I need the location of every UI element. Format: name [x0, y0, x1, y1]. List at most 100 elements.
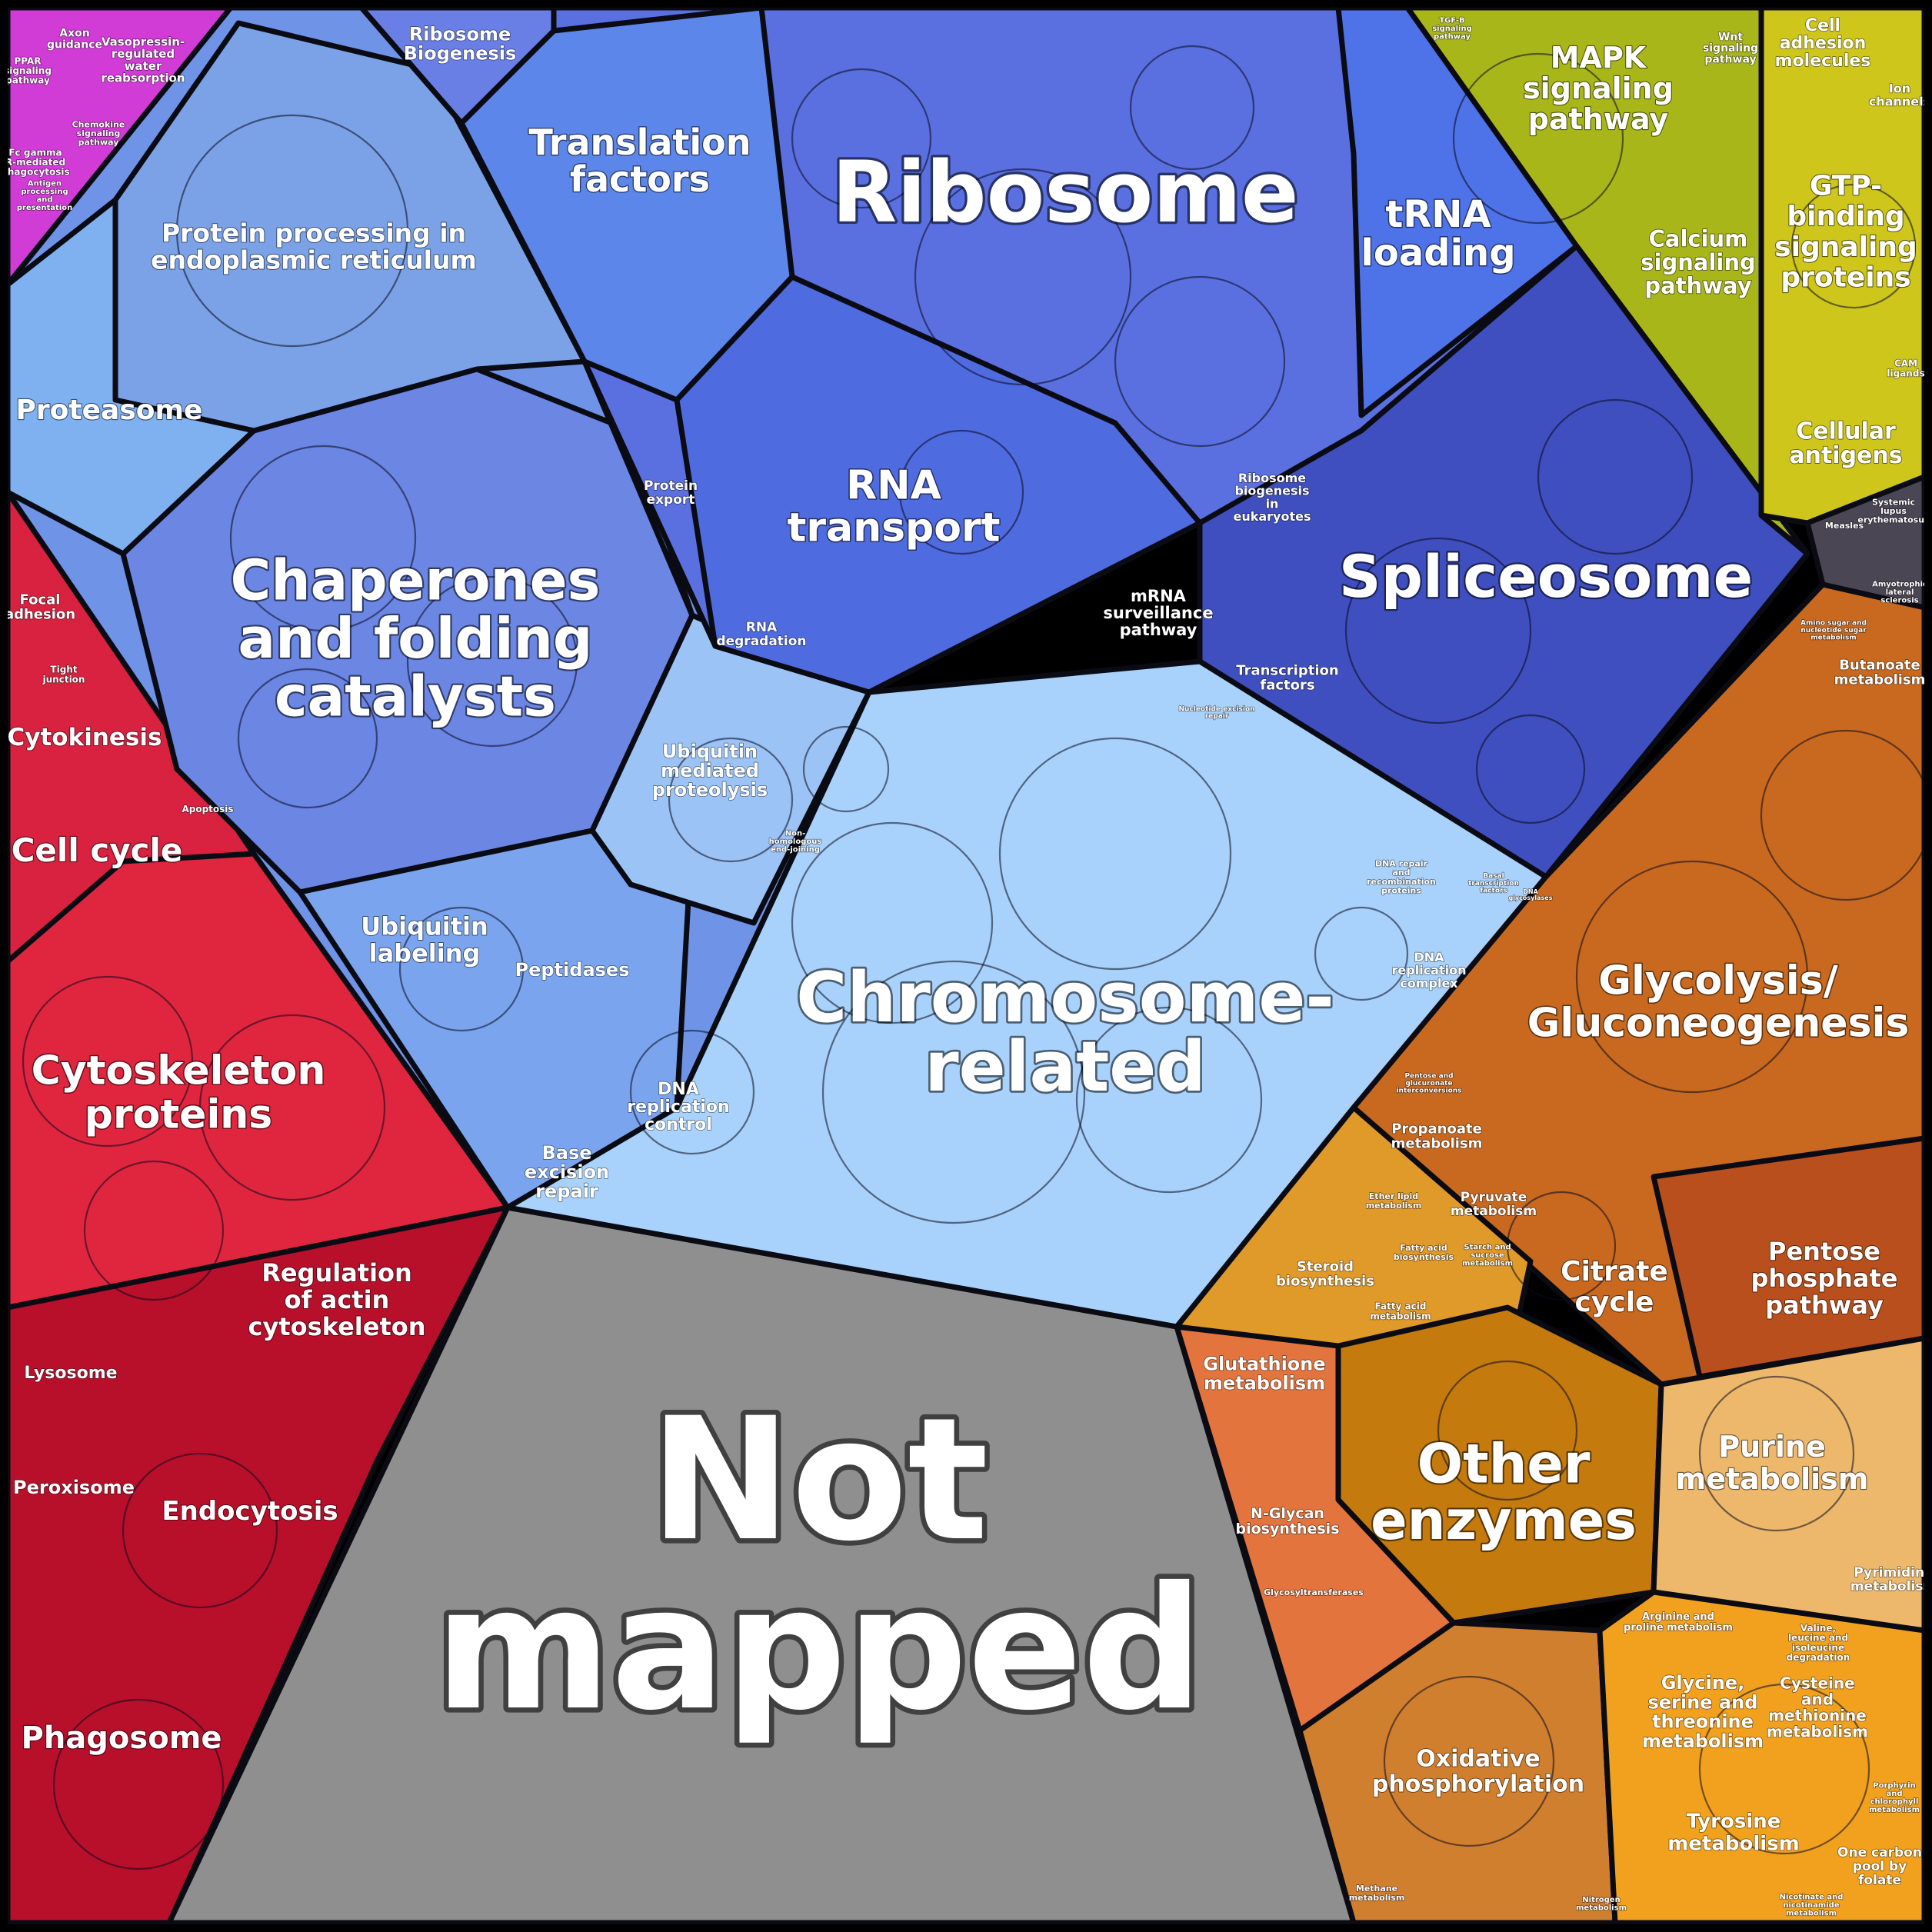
gtp-line-3: signaling	[1774, 232, 1917, 263]
glutathione-line-1: Glutathione	[1203, 1353, 1325, 1374]
label-fatty-acid-metabolism: Fatty acid metabolism	[1370, 1301, 1431, 1321]
als-line-2: lateral	[1886, 588, 1914, 597]
label-pyrimidine: Pyrimidine metabolism	[1850, 1565, 1932, 1594]
starch-line-1: Starch and	[1464, 1244, 1511, 1252]
label-nicotinate: Nicotinate and nicotinamide metabolism	[1780, 1894, 1844, 1918]
glycolysis-line-1: Glycolysis/	[1598, 958, 1837, 1004]
label-proteasome: Proteasome	[16, 395, 203, 426]
nhej-line-1: Non-	[785, 830, 806, 838]
gtp-line-4: proteins	[1780, 261, 1910, 293]
pentose-line-2: phosphate	[1751, 1264, 1898, 1293]
label-nitrogen: Nitrogen metabolism	[1576, 1896, 1627, 1913]
label-methane: Methane metabolism	[1349, 1884, 1405, 1903]
trna-line-1: tRNA	[1385, 193, 1491, 236]
label-vasopressin: Vasopressin-regulated water reabsorption	[101, 35, 185, 85]
phagosome-line-1: Phagosome	[22, 1720, 222, 1756]
nucleotide-excision-line-1: Nucleotide excision	[1178, 705, 1254, 713]
label-dna-glycosylases: DNA glycosylases	[1509, 888, 1553, 901]
pentose-glucuronate-line-1: Pentose and	[1404, 1072, 1453, 1080]
label-ether-lipid: Ether lipid metabolism	[1366, 1191, 1422, 1211]
butanoate-line-2: metabolism	[1834, 671, 1926, 688]
label-cam-ligands: CAM ligands	[1887, 358, 1924, 378]
cellular-antigens-line-1: Cellular	[1796, 418, 1896, 445]
label-pentose-glucuronate: Pentose and glucuronate interconversions	[1396, 1072, 1461, 1094]
cysteine-line-2: and	[1801, 1690, 1834, 1708]
sle-line-3: erythematosus	[1857, 515, 1930, 525]
cytokinesis-line-1: Cytokinesis	[8, 724, 162, 751]
rna-degradation-line-1: RNA	[746, 620, 778, 635]
mapk-line-1: MAPK	[1551, 41, 1647, 75]
label-valine: Valine, leucine and isoleucine degradation	[1787, 1623, 1850, 1663]
chromosome-line-2: related	[924, 1027, 1206, 1108]
peptidases-line-1: Peptidases	[515, 959, 630, 981]
dna-replication-control-line-1: DNA	[658, 1080, 699, 1099]
citrate-line-2: cycle	[1575, 1287, 1654, 1318]
label-als: Amyotrophic lateral sclerosis	[1872, 581, 1927, 605]
cytoskeleton-line-2: proteins	[85, 1092, 273, 1138]
amino-sugar-line-3: metabolism	[1810, 634, 1856, 641]
cysteine-line-4: metabolism	[1767, 1722, 1868, 1740]
als-line-3: sclerosis	[1880, 597, 1918, 605]
pentose-line-1: Pentose	[1768, 1237, 1880, 1266]
fatty-acid-bio-line-2: biosynthesis	[1394, 1252, 1454, 1262]
axon-line-2: guidance	[47, 38, 102, 51]
trna-line-2: loading	[1361, 232, 1515, 275]
dna-glycosylases-line-1: DNA	[1523, 888, 1538, 894]
fatty-acid-bio-line-1: Fatty acid	[1400, 1243, 1447, 1253]
glycosyltransferases-line-1: Glycosyltransferases	[1264, 1587, 1364, 1597]
mrna-surveillance-line-1: mRNA	[1131, 587, 1187, 605]
ribosome-biogenesis-euk-line-4: eukaryotes	[1233, 509, 1311, 524]
label-glutathione: Glutathione metabolism	[1203, 1353, 1325, 1394]
label-ubiquitin-labeling: Ubiquitin labeling	[361, 911, 488, 968]
wnt-line-3: pathway	[1704, 54, 1756, 66]
label-porphyrin: Porphyrin and chlorophyll metabolism	[1869, 1781, 1920, 1814]
label-transcription-factors: Transcription factors	[1236, 663, 1338, 694]
focal-adhesion-line-2: adhesion	[5, 606, 75, 622]
label-nucleotide-excision: Nucleotide excision repair	[1178, 705, 1254, 720]
amino-sugar-line-1: Amino sugar and	[1800, 619, 1867, 627]
label-glycosyltransferases: Glycosyltransferases	[1264, 1587, 1364, 1597]
sle-line-1: Systemic	[1872, 497, 1915, 507]
mapk-line-2: signaling	[1523, 72, 1674, 105]
transcription-factors-line-1: Transcription	[1236, 663, 1338, 679]
calcium-line-2: signaling	[1641, 249, 1755, 275]
label-tgfb: TGF-B signaling pathway	[1432, 17, 1472, 42]
glycine-line-1: Glycine,	[1661, 1672, 1745, 1694]
arginine-line-1: Arginine and	[1642, 1611, 1714, 1623]
dna-repair-line-3: recombination	[1367, 877, 1436, 887]
cam-ligands-line-1: CAM	[1894, 358, 1917, 368]
propanoate-line-2: metabolism	[1391, 1135, 1483, 1151]
oxidative-line-2: phosphorylation	[1372, 1770, 1584, 1797]
label-sle: Systemic lupus erythematosus	[1857, 497, 1930, 525]
ubiquitin-proteolysis-line-2: mediated	[661, 760, 759, 781]
calcium-line-1: Calcium	[1649, 226, 1748, 252]
steroid-line-1: Steroid	[1297, 1259, 1354, 1275]
label-endocytosis: Endocytosis	[162, 1496, 338, 1527]
base-excision-line-2: excision	[525, 1161, 609, 1183]
dna-replication-control-line-3: control	[645, 1115, 712, 1134]
label-wnt: Wnt signaling pathway	[1703, 31, 1758, 65]
pyrimidine-line-2: metabolism	[1850, 1579, 1932, 1594]
label-cellular-antigens: Cellular antigens	[1789, 418, 1902, 469]
label-spliceosome: Spliceosome	[1339, 542, 1753, 611]
ribosome-biogenesis-euk-line-2: biogenesis	[1234, 483, 1309, 498]
glutathione-line-2: metabolism	[1204, 1373, 1325, 1394]
label-tight-junction: Tight junction	[42, 664, 85, 685]
citrate-line-1: Citrate	[1561, 1256, 1668, 1287]
regulation-actin-line-1: Regulation	[261, 1258, 412, 1287]
tgfb-line-3: pathway	[1434, 33, 1471, 42]
tgfb-line-1: TGF-B	[1439, 17, 1464, 25]
dna-replication-complex-line-3: complex	[1400, 975, 1458, 990]
gtp-line-2: binding	[1787, 201, 1904, 232]
spliceosome-line-1: Spliceosome	[1339, 542, 1753, 611]
label-basal-tf: Basal transcription factors	[1468, 872, 1519, 894]
label-fatty-acid-biosynthesis: Fatty acid biosynthesis	[1394, 1243, 1454, 1262]
porphyrin-line-4: metabolism	[1869, 1806, 1920, 1814]
regulation-actin-line-3: cytoskeleton	[248, 1312, 425, 1341]
ribosome-biogenesis-line-2: Biogenesis	[404, 43, 517, 65]
one-carbon-line-1: One carbon	[1837, 1845, 1922, 1860]
purine-line-2: metabolism	[1676, 1461, 1869, 1495]
valine-line-3: isoleucine	[1792, 1642, 1844, 1653]
dna-replication-control-line-2: replication	[627, 1098, 729, 1117]
